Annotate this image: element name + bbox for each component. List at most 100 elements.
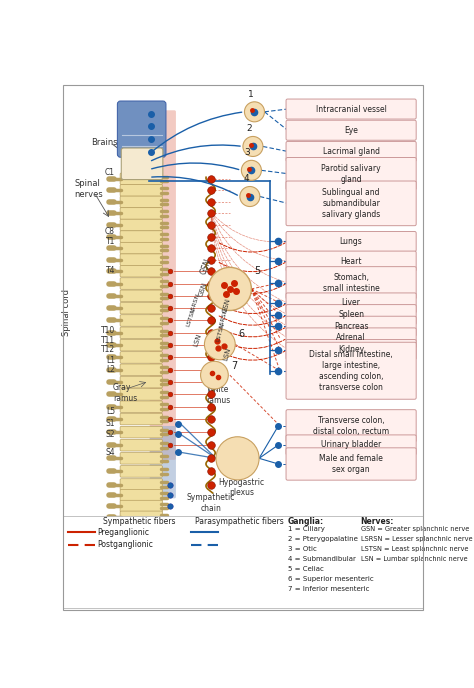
FancyBboxPatch shape (120, 427, 163, 438)
Text: 2 = Pterygopalatine: 2 = Pterygopalatine (288, 536, 357, 542)
Text: Kidney: Kidney (338, 345, 364, 354)
FancyBboxPatch shape (120, 440, 163, 451)
FancyBboxPatch shape (150, 110, 176, 460)
Circle shape (240, 186, 260, 206)
FancyBboxPatch shape (120, 389, 163, 400)
FancyBboxPatch shape (120, 339, 163, 351)
FancyBboxPatch shape (286, 251, 416, 271)
Text: T12: T12 (101, 345, 115, 354)
FancyBboxPatch shape (120, 254, 163, 266)
Text: LSN = Lumbar splanchnic nerve: LSN = Lumbar splanchnic nerve (361, 556, 467, 562)
Text: Spleen: Spleen (338, 310, 364, 319)
Text: Lungs: Lungs (340, 237, 363, 246)
Text: Parotid salivary
gland: Parotid salivary gland (321, 164, 381, 184)
FancyBboxPatch shape (120, 453, 163, 464)
FancyBboxPatch shape (118, 101, 166, 158)
FancyBboxPatch shape (120, 489, 163, 501)
Text: Parasympathetic fibers: Parasympathetic fibers (195, 517, 284, 526)
Circle shape (216, 437, 259, 480)
FancyBboxPatch shape (286, 142, 416, 162)
Text: T10: T10 (101, 326, 115, 335)
Text: Liver: Liver (342, 299, 361, 308)
FancyBboxPatch shape (286, 342, 416, 399)
Text: S1: S1 (106, 419, 115, 428)
Text: S4: S4 (106, 448, 115, 457)
Text: Spinal
nerves: Spinal nerves (74, 179, 103, 199)
Text: 5: 5 (255, 266, 261, 275)
Text: L1: L1 (106, 356, 115, 365)
Text: Sympathetic fibers: Sympathetic fibers (103, 517, 175, 526)
FancyBboxPatch shape (120, 479, 163, 491)
Text: Pancreas: Pancreas (334, 322, 368, 331)
Text: Brainstem: Brainstem (91, 138, 135, 147)
FancyBboxPatch shape (120, 401, 163, 413)
FancyBboxPatch shape (63, 516, 423, 608)
FancyBboxPatch shape (121, 148, 163, 180)
FancyBboxPatch shape (120, 290, 163, 301)
FancyBboxPatch shape (286, 293, 416, 313)
FancyBboxPatch shape (120, 230, 163, 242)
Text: Ganglia:: Ganglia: (288, 517, 324, 526)
Text: Preganglionic: Preganglionic (97, 528, 149, 537)
FancyBboxPatch shape (286, 340, 416, 360)
FancyBboxPatch shape (286, 158, 416, 190)
Text: Distal small intestine,
large intestine,
ascending colon,
transverse colon: Distal small intestine, large intestine,… (309, 350, 393, 392)
FancyBboxPatch shape (150, 426, 176, 498)
Text: GSN: GSN (199, 257, 213, 275)
FancyBboxPatch shape (120, 522, 163, 533)
Text: S2: S2 (106, 430, 115, 439)
Text: 1: 1 (248, 89, 254, 99)
FancyBboxPatch shape (286, 328, 416, 348)
Circle shape (245, 102, 264, 122)
FancyBboxPatch shape (286, 181, 416, 226)
FancyBboxPatch shape (120, 314, 163, 326)
FancyBboxPatch shape (120, 466, 163, 477)
FancyBboxPatch shape (120, 352, 163, 363)
Text: C1: C1 (105, 168, 115, 177)
Text: Spinal cord: Spinal cord (62, 288, 71, 336)
Text: 6 = Superior mesenteric: 6 = Superior mesenteric (288, 577, 374, 582)
Text: 1 = Ciliary: 1 = Ciliary (288, 526, 325, 532)
Text: 2: 2 (246, 125, 252, 133)
Circle shape (241, 160, 261, 180)
FancyBboxPatch shape (286, 99, 416, 119)
Text: LSTSN: LSTSN (216, 322, 226, 342)
Circle shape (201, 361, 228, 389)
Text: LSTSN: LSTSN (185, 306, 196, 327)
FancyBboxPatch shape (120, 278, 163, 290)
FancyBboxPatch shape (286, 316, 416, 336)
Text: T4: T4 (106, 266, 115, 275)
Text: Intracranial vessel: Intracranial vessel (316, 105, 387, 114)
Text: 4 = Submandibular: 4 = Submandibular (288, 556, 356, 562)
Text: GSN: GSN (222, 297, 232, 313)
FancyBboxPatch shape (286, 435, 416, 455)
Text: 4: 4 (243, 175, 249, 184)
Text: Male and female
sex organ: Male and female sex organ (319, 454, 383, 474)
FancyBboxPatch shape (120, 266, 163, 277)
Text: Stomach,
small intestine: Stomach, small intestine (323, 272, 380, 293)
Text: LSN: LSN (222, 346, 231, 361)
Text: LSN: LSN (193, 333, 203, 347)
FancyBboxPatch shape (120, 196, 163, 208)
Text: Sympathetic
chain: Sympathetic chain (186, 493, 235, 513)
Text: 7 = Inferior mesenteric: 7 = Inferior mesenteric (288, 586, 369, 592)
Text: L5: L5 (106, 407, 115, 416)
Text: T1: T1 (106, 237, 115, 246)
FancyBboxPatch shape (286, 231, 416, 252)
Text: Eye: Eye (344, 126, 358, 135)
Text: 3 = Otic: 3 = Otic (288, 546, 317, 552)
Text: Lacrimal gland: Lacrimal gland (323, 147, 380, 156)
Text: Hypogastric
plexus: Hypogastric plexus (219, 478, 264, 497)
FancyBboxPatch shape (120, 500, 163, 512)
Text: White
ramus: White ramus (207, 385, 231, 405)
Circle shape (208, 268, 251, 310)
FancyBboxPatch shape (286, 305, 416, 325)
FancyBboxPatch shape (120, 303, 163, 314)
Circle shape (204, 329, 235, 360)
Text: GSN = Greater splanchnic nerve: GSN = Greater splanchnic nerve (361, 526, 469, 532)
FancyBboxPatch shape (120, 413, 163, 424)
Text: 3: 3 (245, 148, 250, 158)
Text: Heart: Heart (340, 257, 362, 266)
FancyBboxPatch shape (286, 267, 416, 299)
Text: Transverse colon,
distal colon, rectum: Transverse colon, distal colon, rectum (313, 416, 389, 436)
